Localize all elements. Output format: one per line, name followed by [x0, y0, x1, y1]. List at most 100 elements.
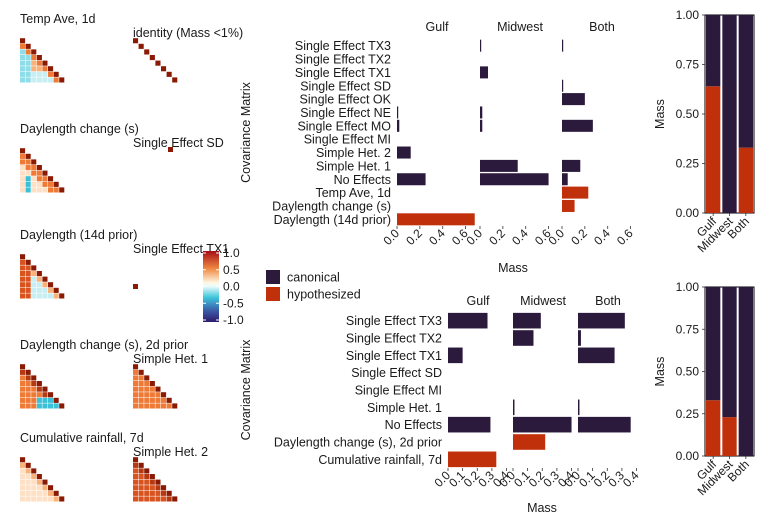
heatmap-cell	[20, 254, 26, 260]
heatmap-cell	[25, 159, 31, 165]
category-label: Simple Het. 2	[316, 146, 391, 160]
heatmap-cell	[172, 403, 178, 409]
heatmap-cell	[25, 381, 31, 387]
category-label: No Effects	[385, 418, 442, 432]
heatmap-cell	[172, 77, 178, 83]
heatmap-cell	[161, 397, 167, 403]
heatmap-cell	[36, 271, 42, 277]
stacked-bar	[722, 417, 737, 456]
heatmap-cell	[42, 479, 48, 485]
heatmap-cell	[42, 187, 48, 193]
colorbar	[203, 251, 219, 322]
x-tick-label: 0.6	[614, 226, 636, 248]
bar	[397, 213, 475, 226]
heatmap-cell	[42, 60, 48, 66]
heatmap-cell	[48, 66, 54, 72]
bar	[397, 119, 400, 132]
bar	[513, 312, 541, 329]
heatmap-cell	[25, 170, 31, 176]
heatmap-cell	[36, 490, 42, 496]
heatmap-cell	[59, 77, 65, 83]
heatmap-left	[20, 38, 65, 83]
heatmap-cell	[133, 392, 139, 398]
bar	[562, 186, 589, 199]
heatmap-cell	[36, 282, 42, 288]
heatmap-cell	[25, 287, 31, 293]
heatmap-cell	[149, 479, 155, 485]
heatmap-cell	[166, 403, 172, 409]
heatmap-cell	[48, 490, 54, 496]
heatmap-cell	[36, 386, 42, 392]
heatmap-cell	[42, 386, 48, 392]
heatmap-cell	[149, 397, 155, 403]
heatmap-cell	[31, 403, 37, 409]
heatmap-left	[20, 254, 65, 299]
heatmap-cell	[20, 259, 26, 265]
heatmap-cell	[31, 276, 37, 282]
heatmap-cell	[53, 181, 59, 187]
heatmap-cell	[25, 474, 31, 480]
bar	[513, 416, 572, 433]
category-label: Daylength (14d prior)	[274, 213, 391, 227]
heatmap-cell	[31, 474, 37, 480]
heatmap-cell	[149, 55, 155, 61]
heatmap-cell	[42, 282, 48, 288]
heatmap-cell	[42, 77, 48, 83]
bar	[448, 312, 488, 329]
category-label: Single Effect TX2	[346, 332, 442, 346]
heatmap-cell	[31, 468, 37, 474]
y-axis-title: Covariance Matrix	[239, 81, 253, 182]
category-label: Temp Ave, 1d	[315, 186, 391, 200]
heatmap-cell	[48, 496, 54, 502]
heatmap-cell	[20, 403, 26, 409]
heatmap-cell	[20, 153, 26, 159]
colorbar-tick-label: -0.5	[223, 296, 244, 310]
heatmap-cell	[36, 485, 42, 491]
heatmap-cell	[20, 176, 26, 182]
heatmap-cell	[144, 403, 150, 409]
stacked-bar	[722, 287, 737, 418]
heatmap-cell	[31, 187, 37, 193]
heatmap-cell	[42, 293, 48, 299]
heatmap-cell	[31, 165, 37, 171]
heatmap-cell	[42, 287, 48, 293]
heatmap-left	[20, 364, 65, 409]
facet-label: Midwest	[520, 294, 566, 308]
heatmap-cell	[53, 397, 59, 403]
heatmap-cell	[155, 485, 161, 491]
category-label: Single Effect TX2	[295, 53, 391, 67]
heatmap-title: Daylength (14d prior)	[20, 228, 137, 242]
bar	[513, 330, 534, 346]
heatmap-cell	[36, 293, 42, 299]
bar	[578, 347, 615, 364]
heatmap-cell	[20, 77, 26, 83]
y-tick-label: 0.50	[676, 365, 700, 379]
heatmap-cell	[20, 271, 26, 277]
heatmap-cell	[20, 479, 26, 485]
bar	[562, 119, 593, 132]
heatmap-cell	[20, 474, 26, 480]
heatmap-cell	[133, 364, 139, 370]
bar	[448, 451, 497, 468]
heatmap-cell	[138, 375, 144, 381]
bar	[562, 199, 575, 212]
heatmap-cell	[31, 375, 37, 381]
heatmap-cell	[31, 181, 37, 187]
heatmap-cell	[36, 170, 42, 176]
heatmap-cell	[48, 282, 54, 288]
stacked-bar	[738, 287, 753, 456]
heatmap-cell	[48, 77, 54, 83]
heatmap-title: Temp Ave, 1d	[20, 12, 96, 26]
heatmap-cell	[133, 496, 139, 502]
heatmap-cell	[155, 397, 161, 403]
heatmap-cell	[48, 187, 54, 193]
heatmap-cell	[20, 386, 26, 392]
category-label: Single Effect TX3	[346, 314, 442, 328]
stacked-bar	[706, 400, 721, 456]
heatmap-cell	[31, 66, 37, 72]
heatmap-cell	[20, 170, 26, 176]
facet-label: Midwest	[497, 20, 543, 34]
heatmap-cell	[25, 49, 31, 55]
heatmap-cell	[155, 479, 161, 485]
heatmap-cell	[138, 490, 144, 496]
